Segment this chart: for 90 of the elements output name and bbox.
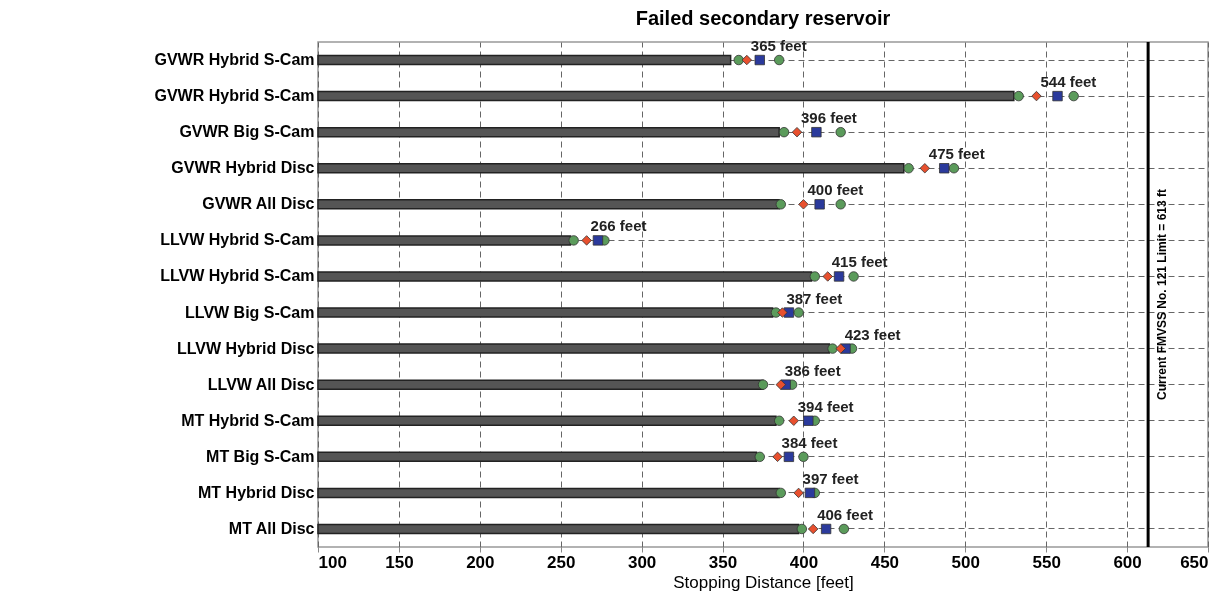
data-label: 475 feet: [928, 145, 985, 163]
point: [833, 271, 845, 282]
data-label: 406 feet: [817, 505, 874, 523]
point: [774, 415, 785, 426]
point: [903, 163, 914, 174]
point: [803, 415, 814, 426]
point: [798, 451, 809, 462]
y-tick-label: MT Big S-Cam: [206, 447, 315, 465]
y-tick-label: GVWR Hybrid S-Cam: [154, 51, 315, 69]
point: [733, 54, 744, 66]
data-label: 365 feet: [750, 37, 807, 55]
data-label: 415 feet: [831, 253, 888, 271]
point: [1031, 90, 1042, 102]
data-label: 386 feet: [784, 361, 841, 379]
data-label: 544 feet: [1040, 73, 1097, 91]
y-tick-label: LLVW Hybrid S-Cam: [160, 231, 315, 249]
point: [835, 199, 846, 210]
point: [754, 451, 765, 462]
x-tick-label: 200: [466, 552, 495, 572]
ref-line-label: Current FMVSS No. 121 Limit = 613 ft: [1155, 188, 1170, 401]
data-label: 384 feet: [781, 433, 838, 451]
point: [798, 199, 809, 210]
point: [774, 54, 785, 66]
y-tick-label: GVWR All Disc: [202, 195, 315, 213]
chart-title: Failed secondary reservoir: [635, 7, 891, 30]
point: [754, 54, 765, 66]
point: [772, 451, 783, 462]
point: [1068, 90, 1079, 102]
data-label: 266 feet: [590, 217, 647, 235]
y-tick-label: LLVW All Disc: [207, 375, 315, 393]
point: [783, 451, 795, 462]
x-tick-label: 600: [1113, 552, 1142, 572]
point: [835, 127, 846, 138]
point: [592, 235, 604, 246]
y-tick-label: GVWR Hybrid Disc: [171, 159, 315, 177]
data-label: 394 feet: [797, 397, 854, 415]
x-tick-label: 550: [1032, 552, 1061, 572]
data-label: 400 feet: [807, 181, 864, 199]
point: [814, 199, 825, 210]
point: [793, 307, 804, 318]
point: [793, 487, 804, 499]
point: [778, 127, 790, 138]
data-label: 387 feet: [786, 289, 843, 307]
point: [777, 307, 788, 318]
point: [919, 163, 930, 174]
point: [804, 487, 816, 499]
point: [820, 523, 832, 535]
y-tick-label: MT Hybrid S-Cam: [181, 411, 315, 429]
point: [848, 271, 859, 282]
data-label: 397 feet: [802, 469, 859, 487]
x-tick-label: 450: [870, 552, 900, 572]
y-tick-label: LLVW Hybrid Disc: [177, 339, 315, 357]
x-tick-label: 150: [385, 552, 414, 572]
point: [775, 379, 786, 390]
point: [775, 487, 786, 499]
data-label: 396 feet: [800, 109, 857, 127]
point: [809, 271, 820, 282]
point: [568, 235, 579, 246]
point: [939, 163, 950, 174]
point: [827, 343, 838, 354]
point: [811, 127, 822, 138]
data-label: 423 feet: [844, 325, 901, 343]
y-tick-label: MT All Disc: [228, 519, 315, 537]
point: [741, 54, 752, 66]
x-tick-label: 300: [627, 552, 657, 572]
y-tick-label: GVWR Hybrid S-Cam: [154, 87, 315, 105]
x-tick-label: 100: [318, 552, 347, 572]
point: [835, 343, 846, 354]
point: [757, 379, 769, 390]
x-tick-label: 500: [951, 552, 980, 572]
y-tick-label: MT Hybrid Disc: [198, 483, 315, 501]
x-tick-label: 650: [1180, 552, 1209, 572]
x-tick-label: 250: [547, 552, 576, 572]
point: [822, 271, 833, 282]
point: [1052, 90, 1063, 102]
y-tick-label: LLVW Hybrid S-Cam: [160, 267, 315, 285]
y-tick-label: GVWR Big S-Cam: [179, 123, 315, 141]
point: [948, 163, 960, 174]
point: [581, 235, 592, 246]
x-axis-title: Stopping Distance [feet]: [673, 572, 854, 592]
point: [808, 523, 819, 535]
point: [788, 415, 799, 426]
point: [791, 127, 803, 138]
point: [796, 523, 807, 535]
point: [1013, 90, 1024, 102]
point: [775, 199, 786, 210]
x-tick-label: 400: [789, 552, 819, 572]
y-tick-label: LLVW Big S-Cam: [185, 303, 315, 321]
x-tick-label: 350: [708, 552, 738, 572]
point: [838, 523, 850, 535]
